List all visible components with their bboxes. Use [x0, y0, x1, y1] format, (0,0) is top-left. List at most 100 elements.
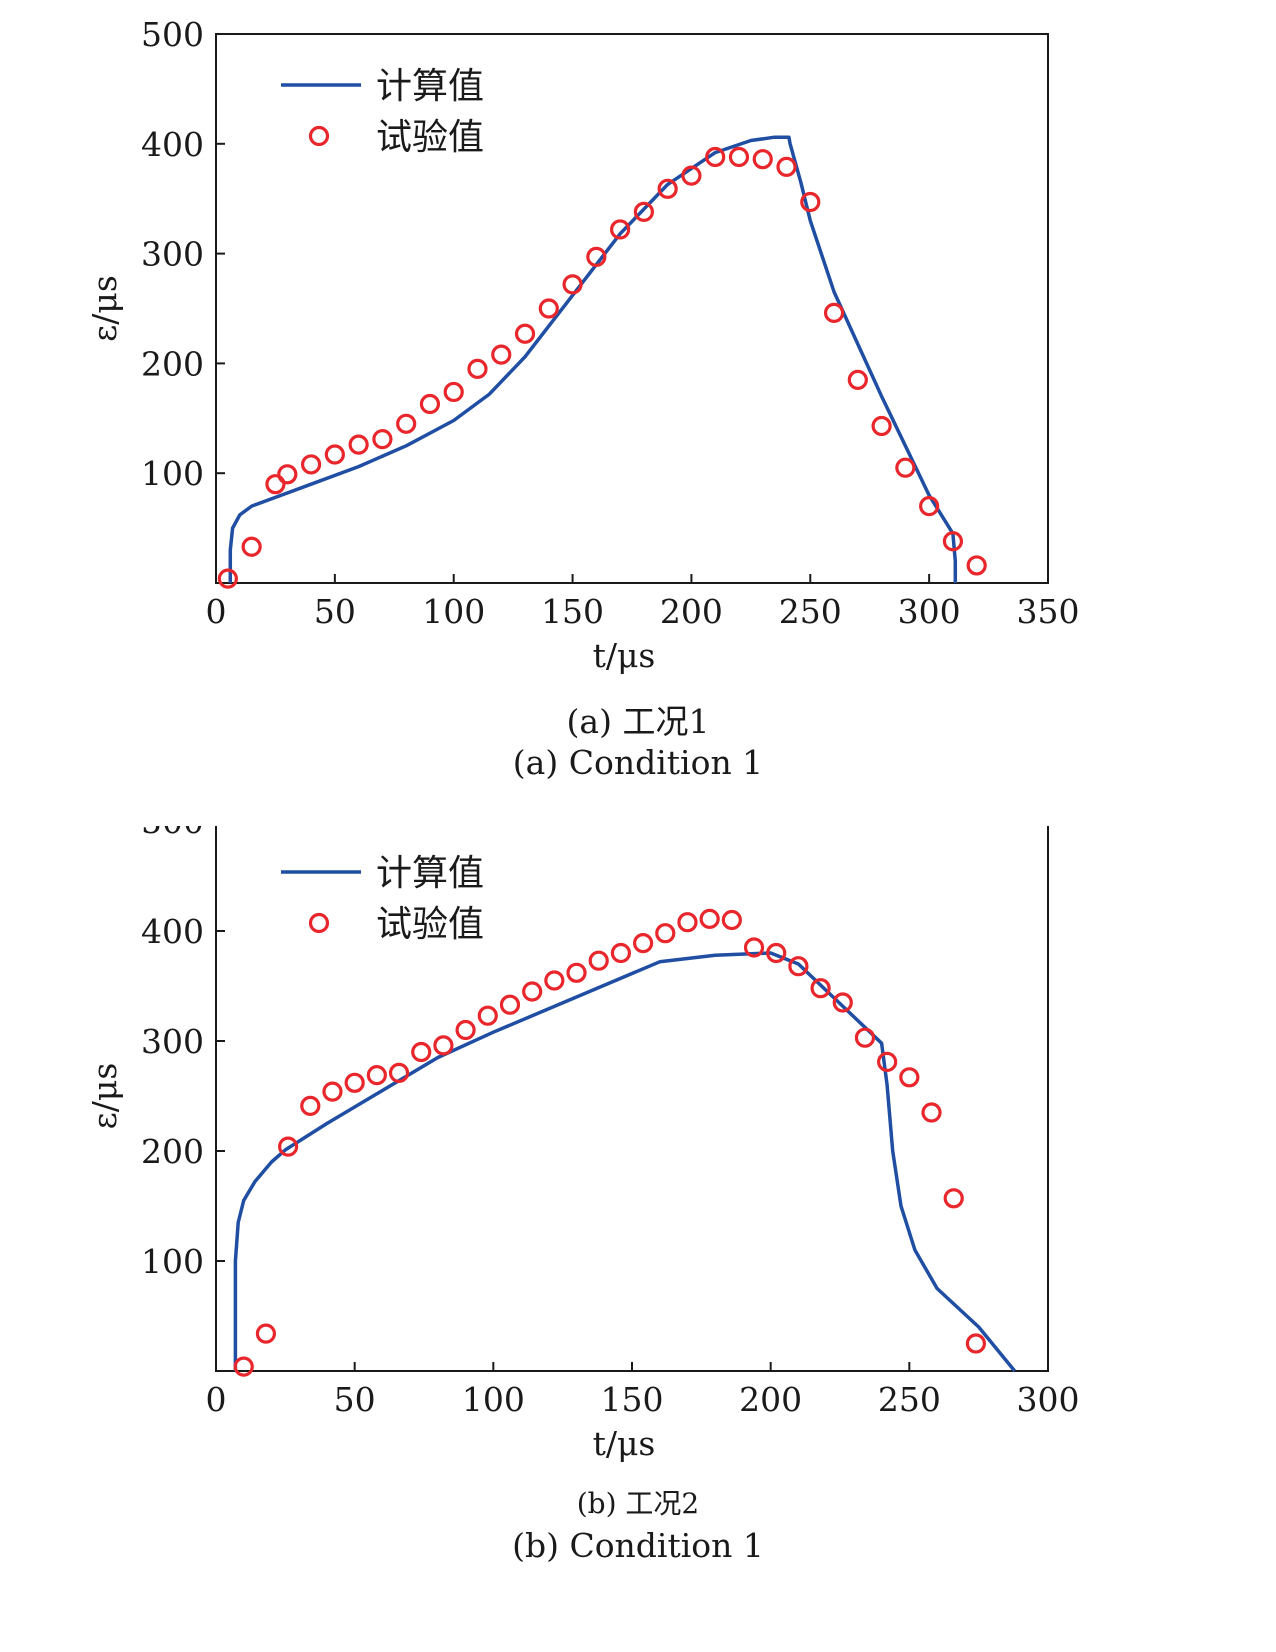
- chart-a-data-point: [467, 358, 488, 379]
- chart-a-data-point: [324, 444, 345, 465]
- chart-a-data-point: [657, 178, 678, 199]
- chart-a-data-point: [728, 146, 750, 168]
- chart-b-xtick-label: 50: [334, 1380, 376, 1419]
- chart-a-xtick-label: 300: [898, 592, 961, 631]
- chart-b-caption-en: (b) Condition 1: [512, 1526, 764, 1565]
- chart-b-data-point: [877, 1051, 898, 1072]
- chart-panel-b: 0 50 100 150 200 250 300 100 200 300 400 500 t/μs ε/μ…: [0, 826, 1276, 1652]
- chart-b-ytick-label: 300: [141, 1022, 204, 1061]
- chart-b-data-point: [388, 1062, 410, 1083]
- chart-a-data-point: [300, 454, 322, 475]
- chart-a-ylabel: ε/μs: [85, 275, 124, 342]
- chart-b-data-point: [766, 942, 787, 964]
- chart-a-series-line: [228, 135, 958, 583]
- chart-b-data-point: [433, 1035, 454, 1056]
- chart-a-data-point: [538, 298, 559, 319]
- chart-a-ytick-label: 400: [141, 125, 204, 164]
- chart-a-xtick-label: 100: [422, 592, 485, 631]
- chart-b-data-point: [655, 923, 676, 944]
- chart-b-data-point: [610, 942, 632, 964]
- chart-b-data-point: [522, 981, 543, 1002]
- chart-a-xtick-label: 350: [1017, 592, 1080, 631]
- chart-b-data-point: [588, 950, 609, 971]
- chart-a-frame: [215, 33, 1049, 584]
- chart-b-frame: [215, 826, 1049, 1372]
- chart-a-data-point: [265, 474, 286, 495]
- chart-b-data-point: [965, 1333, 986, 1354]
- chart-a-data-point: [396, 413, 417, 434]
- chart-b-xtick-label: 300: [1017, 1380, 1080, 1419]
- chart-b-data-point: [899, 1067, 920, 1088]
- chart-panel-a: 0 50 100 150 200 250 300 350 100 200 300 400 500 t/μs…: [85, 15, 1080, 782]
- chart-b-data-point: [477, 1005, 498, 1026]
- chart-a-data-point: [217, 568, 238, 589]
- chart-a-ytick-label: 100: [141, 454, 204, 493]
- chart-b-data-point: [322, 1081, 343, 1102]
- chart-a-data-point: [847, 369, 868, 390]
- chart-a-data-point: [241, 536, 262, 557]
- chart-a-ytick-label: 200: [141, 344, 204, 383]
- chart-b-data-point: [810, 978, 831, 999]
- chart-a-data-point: [419, 393, 441, 415]
- chart-a-data-point: [681, 165, 702, 186]
- chart-b-data-point: [832, 992, 853, 1013]
- chart-a-data-point: [705, 146, 726, 168]
- chart-b-data-point: [255, 1323, 277, 1344]
- chart-a-xtick-label: 250: [779, 592, 842, 631]
- chart-a-data-point: [942, 531, 964, 552]
- chart-a-legend-label: 试验值: [376, 117, 484, 158]
- chart-b-xlabel: t/μs: [593, 1424, 656, 1463]
- chart-a-data-point: [776, 156, 797, 177]
- chart-a-xlabel: t/μs: [593, 636, 656, 675]
- chart-a-xtick-label: 200: [660, 592, 723, 631]
- chart-b-data-point: [743, 937, 765, 958]
- chart-a-data-point: [919, 496, 940, 517]
- chart-a-data-point: [586, 246, 607, 267]
- chart-b-xtick-label: 150: [601, 1380, 664, 1419]
- chart-a-xtick-label: 50: [314, 592, 356, 631]
- chart-b-legend-marker-swatch: [308, 912, 330, 934]
- chart-a-data-point: [823, 302, 845, 323]
- chart-a-xtick-label: 150: [541, 592, 604, 631]
- chart-b-ytick-label: 400: [141, 912, 204, 951]
- chart-a-caption-cn: (a) 工况1: [566, 702, 710, 741]
- chart-a-data-point: [562, 274, 583, 295]
- chart-a-data-point: [277, 464, 298, 485]
- chart-b-xtick-label: 250: [878, 1380, 941, 1419]
- chart-a-data-point: [514, 323, 536, 344]
- chart-b-legend-label: 试验值: [376, 904, 484, 945]
- chart-b-data-point: [278, 1136, 299, 1157]
- chart-b-legend-label: 计算值: [376, 853, 484, 894]
- chart-a-data-point: [633, 201, 654, 222]
- chart-b-ytick-label: 100: [141, 1242, 204, 1281]
- chart-b-data-point: [544, 970, 565, 991]
- chart-b-data-point: [788, 956, 809, 977]
- chart-b-data-point: [699, 908, 720, 930]
- chart-b-data-point: [233, 1356, 254, 1377]
- chart-b-data-point: [854, 1027, 876, 1048]
- chart-b-data-point: [921, 1102, 942, 1123]
- chart-a-legend-label: 计算值: [376, 66, 484, 107]
- chart-a-data-point: [491, 344, 512, 365]
- chart-a-data-point: [372, 429, 393, 450]
- chart-a-data-point: [895, 457, 916, 478]
- chart-b-data-point: [344, 1072, 365, 1093]
- chart-b-series-line: [233, 951, 1017, 1373]
- chart-a-plot: 0 50 100 150 200 250 300 350 100 200 300 400 500 t/μs…: [85, 15, 1080, 675]
- chart-a-ytick-label: 500: [141, 15, 204, 54]
- chart-b-data-point: [411, 1041, 432, 1063]
- chart-a-data-point: [966, 555, 987, 576]
- chart-a-caption-en: (a) Condition 1: [512, 743, 764, 782]
- chart-b-ylabel: ε/μs: [85, 1063, 124, 1130]
- chart-b-data-point: [677, 912, 698, 933]
- chart-b-data-point: [455, 1019, 476, 1041]
- chart-b-xtick-label: 200: [739, 1380, 802, 1419]
- chart-b-plot: 0 50 100 150 200 250 300 100 200 300 400 500 t/μs ε/μ…: [85, 826, 1080, 1463]
- chart-a-legend-marker-swatch: [308, 125, 330, 147]
- chart-b-ytick-label: 200: [141, 1132, 204, 1171]
- chart-b-data-point: [632, 932, 654, 954]
- chart-a-data-point: [348, 434, 369, 455]
- chart-a-data-point: [610, 219, 631, 240]
- chart-b-data-point: [366, 1065, 387, 1086]
- chart-b-data-point: [300, 1095, 321, 1116]
